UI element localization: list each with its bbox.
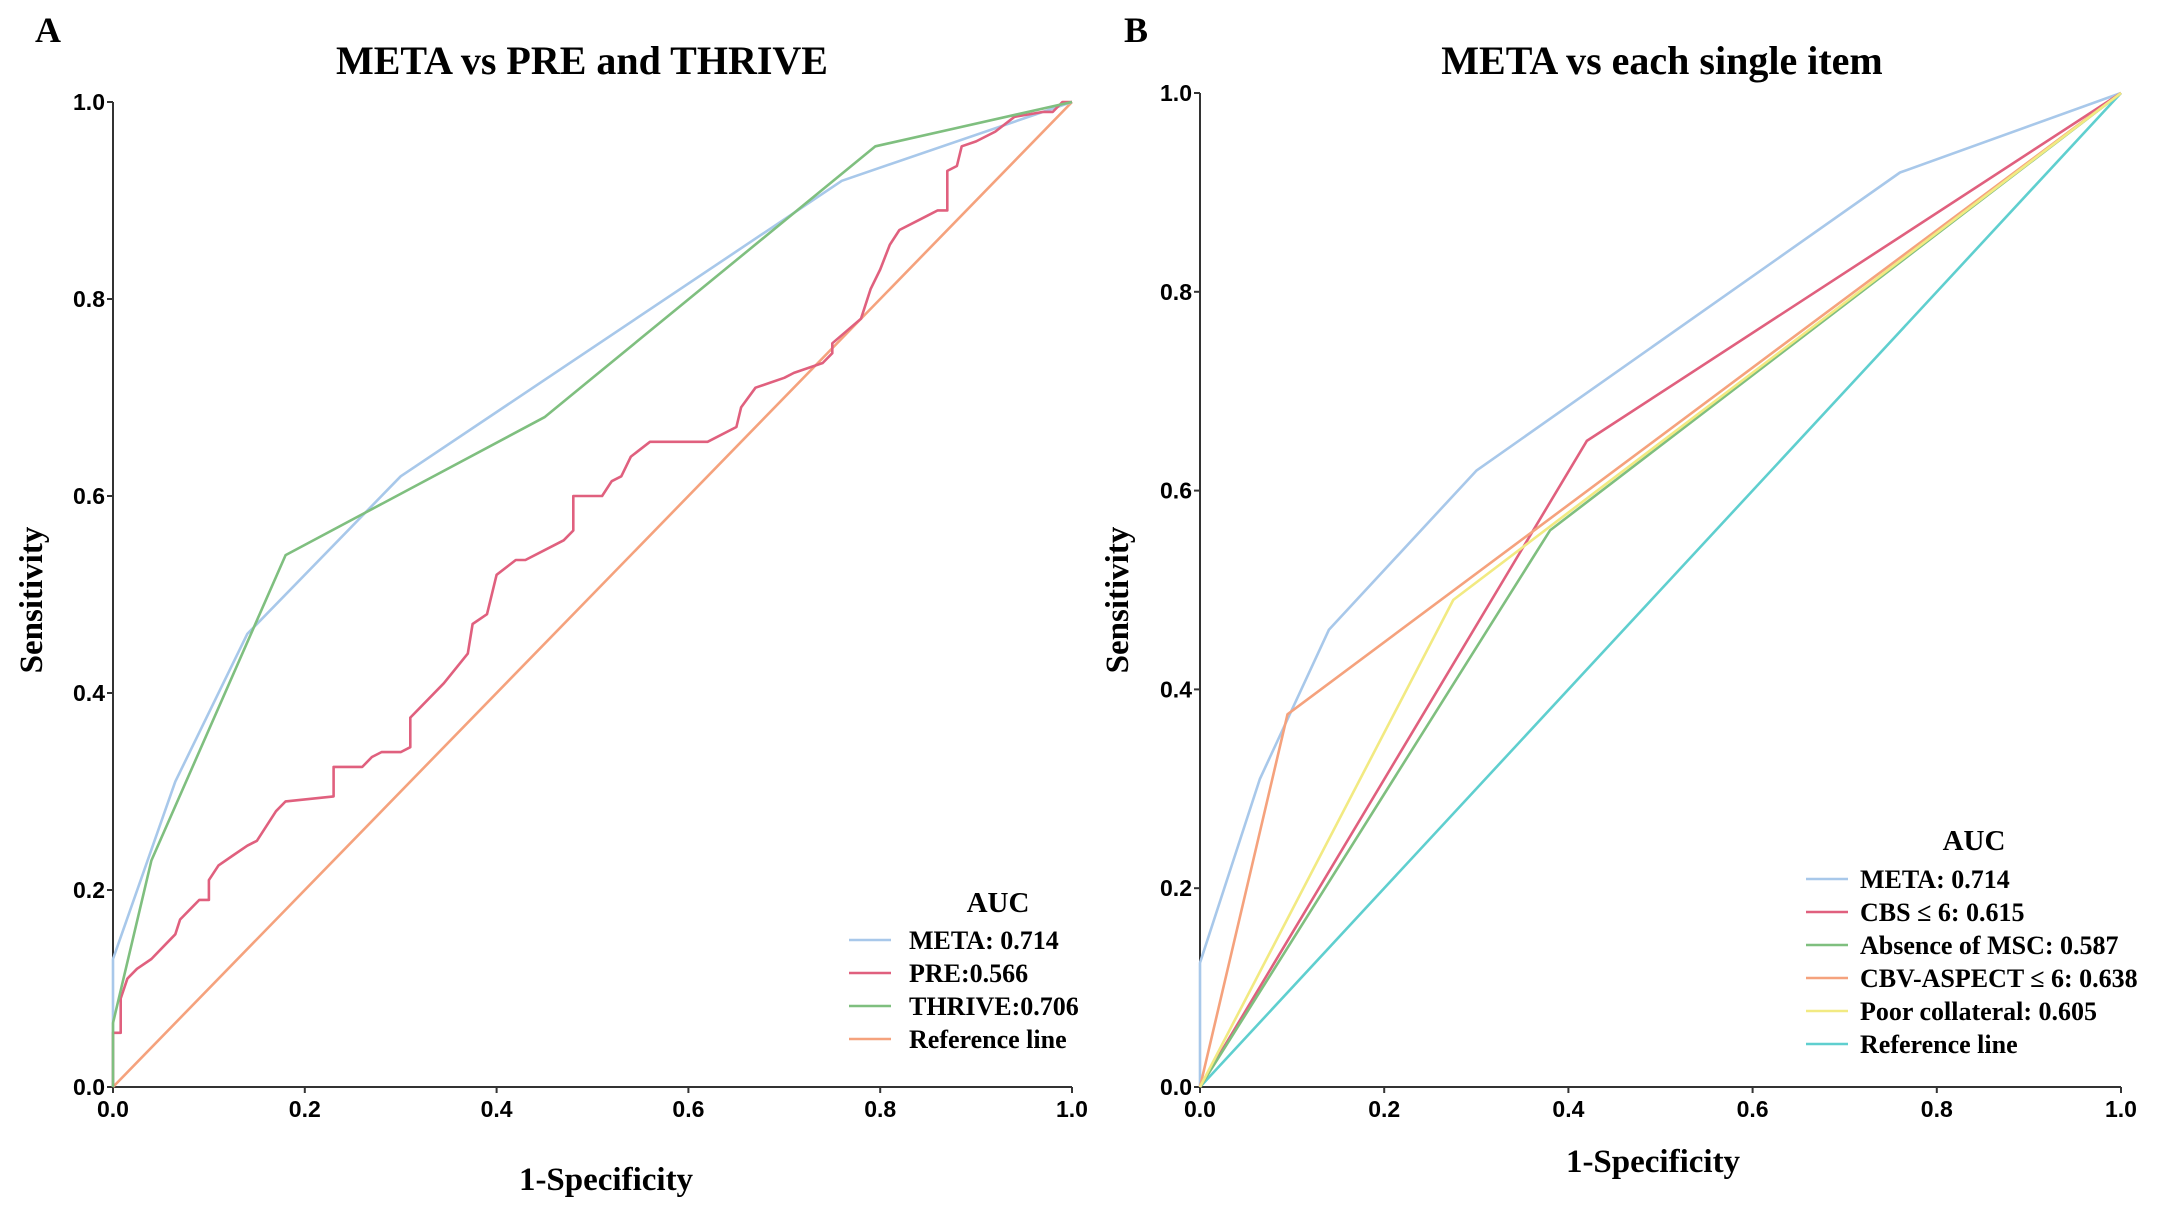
y-tick-label: 0.4 (1160, 676, 1192, 702)
panel-letter: A (35, 10, 61, 50)
y-axis-label: Sensitivity (1100, 526, 1136, 673)
panel-letter: B (1124, 10, 1148, 50)
y-tick-label: 0.0 (1160, 1074, 1192, 1100)
series-line-poor-collateral-0-605 (1198, 91, 2122, 1088)
series-line-reference-line (112, 101, 1073, 1088)
series-line-thrive-0-706 (111, 100, 1073, 1087)
y-tick-label: 0.4 (73, 680, 105, 706)
legend: AUC META: 0.714 PRE:0.566 THRIVE:0.706 Refer… (849, 887, 1079, 1054)
series-line-pre-0-566 (111, 100, 1072, 1087)
chart-title: META vs each single item (1441, 38, 1882, 83)
panel-a: A META vs PRE and THRIVE 0.0 0.2 0.4 0.6 0.8 1.… (14, 10, 1088, 1198)
legend-entry: Absence of MSC: 0.587 (1860, 931, 2119, 960)
x-tick-label: 1.0 (1056, 1096, 1088, 1122)
legend-title: AUC (1943, 825, 2006, 857)
series-line-meta-0-714 (1198, 91, 2122, 1087)
y-tick-label: 1.0 (73, 89, 105, 115)
legend-entry: CBV-ASPECT ≤ 6: 0.638 (1860, 964, 2138, 993)
legend-entry: META: 0.714 (909, 926, 1059, 955)
y-tick-label: 0.2 (73, 877, 105, 903)
y-tick-label: 1.0 (1160, 80, 1192, 106)
y-tick-label: 0.0 (73, 1074, 105, 1100)
y-axis-label: Sensitivity (14, 526, 50, 673)
x-tick-label: 0.0 (97, 1096, 129, 1122)
x-tick-label: 0.8 (1921, 1096, 1953, 1122)
x-tick-label: 0.6 (672, 1096, 704, 1122)
legend: AUC META: 0.714 CBS ≤ 6: 0.615 Absence of M… (1806, 825, 2138, 1059)
x-tick-label: 0.0 (1184, 1096, 1216, 1122)
x-tick-label: 0.4 (481, 1096, 513, 1122)
x-tick-label: 0.2 (1368, 1096, 1400, 1122)
legend-entry: THRIVE:0.706 (909, 992, 1079, 1021)
y-tick-label: 0.8 (1160, 279, 1192, 305)
x-axis-label: 1-Specificity (1566, 1144, 1741, 1180)
series-line-reference-line (1199, 92, 2122, 1088)
y-tick-label: 0.2 (1160, 875, 1192, 901)
x-tick-label: 0.2 (289, 1096, 321, 1122)
legend-entry: Poor collateral: 0.605 (1860, 997, 2097, 1026)
legend-entry: CBS ≤ 6: 0.615 (1860, 898, 2025, 927)
series-line-cbv-aspect-6-0-638 (1198, 91, 2122, 1088)
x-tick-label: 0.6 (1737, 1096, 1769, 1122)
legend-entry: META: 0.714 (1860, 865, 2010, 894)
y-tick-label: 0.8 (73, 286, 105, 312)
legend-title: AUC (967, 887, 1030, 919)
legend-entry: Reference line (1860, 1030, 2018, 1059)
y-tick-label: 0.6 (1160, 478, 1192, 504)
x-tick-label: 0.4 (1552, 1096, 1584, 1122)
chart-title: META vs PRE and THRIVE (336, 38, 828, 83)
y-tick-label: 0.6 (73, 483, 105, 509)
x-tick-label: 0.8 (864, 1096, 896, 1122)
legend-entry: PRE:0.566 (909, 959, 1028, 988)
panel-b: B META vs each single item 0.0 0.2 0.4 0.6 0.8… (1100, 10, 2138, 1180)
x-axis-label: 1-Specificity (519, 1162, 694, 1198)
series-line-cbs-6-0-615 (1198, 91, 2122, 1088)
series-line-meta-0-714 (111, 100, 1073, 1087)
legend-entry: Reference line (909, 1025, 1067, 1054)
x-tick-label: 1.0 (2105, 1096, 2137, 1122)
